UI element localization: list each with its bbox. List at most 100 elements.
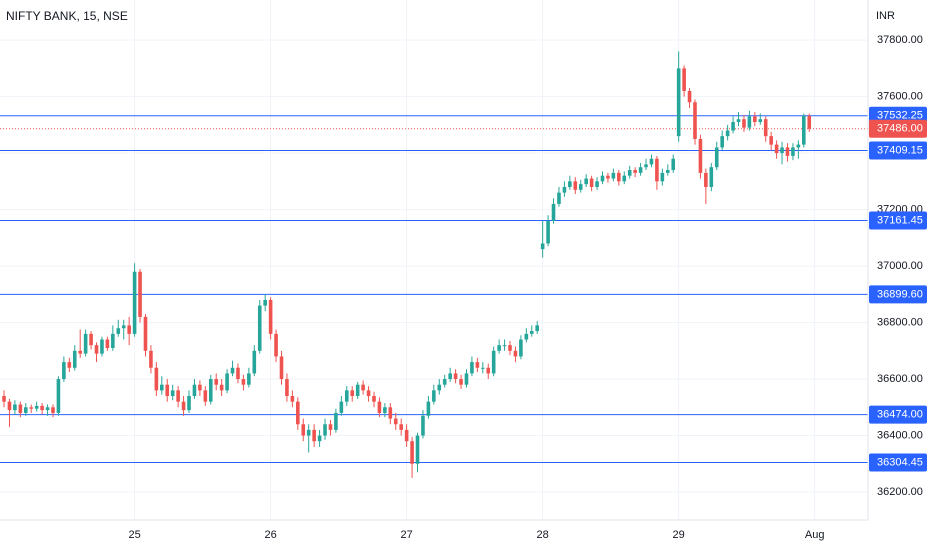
candle-body	[508, 345, 512, 351]
candle-body	[551, 203, 556, 221]
axis: 36200.00 36400.00 36600.00 36800.00 37000.00…	[0, 0, 923, 541]
y-tick-label: 37800.00	[877, 34, 923, 46]
candle-body	[573, 181, 578, 190]
y-tick-label: 36200.00	[877, 486, 923, 498]
y-tick-label: 36800.00	[877, 316, 923, 328]
last-price-tag	[869, 119, 927, 138]
candle-body	[236, 367, 240, 380]
candle-body	[56, 379, 61, 413]
candle-body	[687, 90, 692, 103]
candle-body	[89, 333, 93, 346]
candle-body	[774, 144, 779, 154]
candle-body	[203, 390, 208, 402]
candle-body	[791, 147, 795, 156]
candle-body	[208, 379, 213, 402]
candle-body	[796, 144, 801, 148]
candle-body	[704, 172, 708, 187]
candle-body	[285, 379, 289, 397]
x-tick-label: 26	[264, 529, 276, 541]
tags: 37532.25 37409.15 37161.45 36899.60 36474.00…	[869, 106, 927, 472]
currency-label: INR	[876, 10, 895, 22]
candle-body	[306, 429, 311, 436]
candle-body	[753, 116, 757, 123]
candle-body	[725, 130, 730, 137]
candle-body	[13, 404, 17, 411]
candle-body	[214, 379, 219, 385]
candle-body	[519, 339, 523, 357]
x-tick-label: 28	[537, 529, 549, 541]
candle-body	[154, 367, 159, 391]
candle-body	[557, 192, 561, 204]
x-tick-label: 29	[673, 529, 685, 541]
candle-body	[742, 119, 746, 128]
candle-body	[116, 328, 121, 334]
candle-body	[187, 396, 191, 411]
candle-body	[149, 350, 153, 368]
candle-body	[252, 350, 257, 374]
candle-body	[51, 407, 55, 413]
candle-body	[230, 367, 235, 374]
candle-body	[758, 119, 763, 123]
candle-body	[34, 405, 39, 409]
candle-body	[317, 435, 322, 442]
candle-body	[459, 379, 463, 385]
candle-body	[247, 373, 251, 385]
candle-body	[589, 178, 594, 187]
candle-body	[693, 102, 697, 139]
levels	[0, 115, 868, 464]
y-tick-label: 37000.00	[877, 260, 923, 272]
candle-body	[165, 384, 170, 397]
candle-body	[486, 367, 491, 374]
candle-body	[388, 407, 393, 419]
candle-body	[802, 115, 806, 145]
candle-body	[111, 333, 115, 348]
candle-body	[584, 178, 588, 185]
candles	[2, 51, 812, 478]
candle-body	[578, 184, 583, 190]
candle-body	[45, 407, 50, 411]
candle-body	[747, 116, 752, 128]
candle-body	[372, 396, 376, 402]
candle-body	[627, 170, 632, 176]
candle-body	[546, 220, 550, 244]
candle-body	[535, 325, 540, 332]
candle-body	[323, 424, 327, 436]
candle-body	[611, 172, 616, 179]
chart-title: NIFTY BANK, 15, NSE	[6, 9, 128, 23]
x-tick-label: 25	[128, 529, 140, 541]
candle-body	[655, 158, 659, 182]
candle-body	[464, 373, 469, 385]
y-tick-label: 37600.00	[877, 91, 923, 103]
candle-body	[121, 325, 126, 329]
candle-body	[491, 350, 496, 374]
candle-body	[513, 350, 518, 357]
level-tag	[869, 405, 927, 424]
candle-body	[366, 390, 371, 397]
candle-body	[257, 305, 262, 351]
candle-body	[328, 424, 333, 430]
candle-body	[671, 158, 676, 171]
level-tag	[869, 285, 927, 304]
candle-body	[600, 175, 605, 182]
candle-body	[633, 170, 637, 173]
candle-body	[404, 429, 409, 442]
candle-body	[344, 390, 349, 402]
candle-body	[377, 401, 382, 413]
candle-body	[660, 172, 665, 182]
candle-body	[676, 68, 681, 137]
candle-body	[40, 405, 44, 411]
candle-body	[415, 435, 420, 464]
level-tag	[869, 453, 927, 472]
candle-body	[355, 384, 360, 397]
level-tag-label: 37532.25	[877, 110, 923, 122]
candle-body	[181, 401, 186, 411]
level-tag	[869, 141, 927, 160]
candle-body	[421, 415, 425, 436]
candle-body	[105, 339, 110, 348]
candle-body	[475, 362, 480, 368]
candle-body	[393, 418, 398, 425]
candle-body	[481, 367, 485, 369]
x-tick-label: 27	[401, 529, 413, 541]
candle-body	[649, 158, 654, 165]
